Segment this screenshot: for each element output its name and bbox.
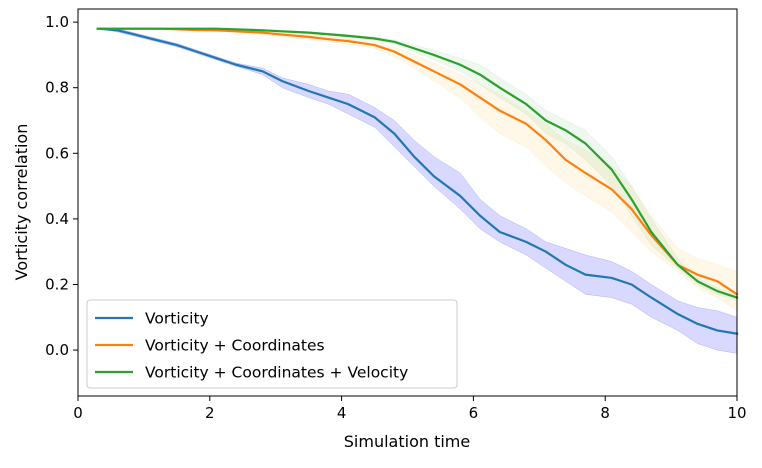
- legend-box: [86, 299, 458, 389]
- x-tick-label: 6: [469, 404, 479, 422]
- legend: Vorticity Vorticity + Coordinates Vorticit…: [86, 299, 458, 389]
- x-tick-label: 10: [727, 404, 746, 422]
- legend-label-1: Vorticity: [145, 310, 209, 328]
- x-axis-ticks: 0 2 4 6 8 10: [73, 396, 747, 422]
- line-series-1: [96, 27, 739, 335]
- x-tick-label: 0: [73, 404, 83, 422]
- legend-label-3: Vorticity + Coordinates + Velocity: [145, 364, 408, 382]
- y-tick-label: 0.2: [45, 275, 69, 293]
- legend-label-2: Vorticity + Coordinates: [145, 337, 325, 355]
- x-axis-label: Simulation time: [344, 432, 470, 451]
- y-tick-label: 0.8: [45, 79, 69, 97]
- y-tick-label: 0.6: [45, 144, 69, 162]
- y-tick-label: 0.4: [45, 210, 69, 228]
- x-tick-label: 2: [205, 404, 215, 422]
- line-series-2: [96, 27, 739, 296]
- y-axis-ticks: 0.0 0.2 0.4 0.6 0.8 1.0: [45, 13, 78, 359]
- x-tick-label: 8: [600, 404, 610, 422]
- y-tick-label: 0.0: [45, 341, 69, 359]
- line-series-3: [96, 27, 739, 300]
- series-lines: [96, 27, 739, 335]
- y-tick-label: 1.0: [45, 13, 69, 31]
- y-axis-label: Vorticity correlation: [12, 124, 31, 281]
- plot-frame: [77, 8, 738, 397]
- x-tick-label: 4: [337, 404, 347, 422]
